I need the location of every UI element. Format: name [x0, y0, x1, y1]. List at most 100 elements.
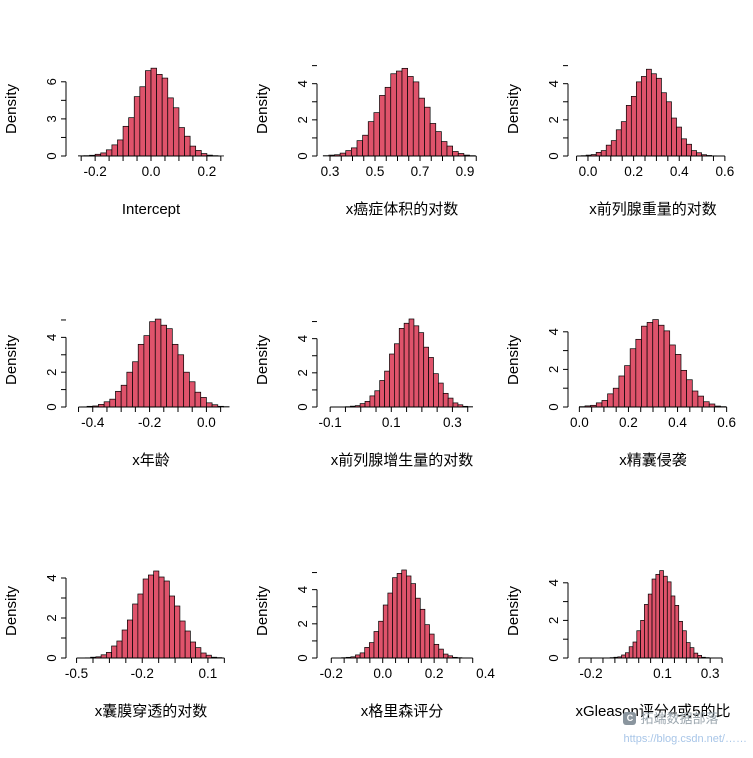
histogram-bar [164, 581, 169, 658]
x-tick-label: -0.1 [319, 415, 342, 430]
histogram-bar [636, 339, 642, 407]
histogram-bar [616, 130, 621, 156]
histogram-bar [155, 319, 161, 407]
histogram-bar [402, 570, 407, 658]
histogram-bar [433, 374, 438, 407]
histogram-bar [144, 336, 150, 407]
histogram-bar [190, 642, 195, 658]
histogram-bar [606, 145, 611, 156]
y-tick-label: 2 [295, 116, 310, 123]
histogram-bar [157, 74, 163, 156]
histogram-bar [206, 403, 212, 407]
histogram-bar [656, 574, 660, 658]
histogram-bar [694, 653, 698, 658]
y-tick-label: 0 [44, 152, 59, 159]
histogram-bar [190, 146, 196, 156]
histogram-bar [151, 68, 157, 156]
histogram-bar [179, 128, 185, 156]
histogram-bar [375, 391, 380, 407]
histogram-bar [420, 609, 425, 658]
histogram-bar [379, 621, 384, 658]
y-tick-label: 2 [295, 620, 310, 627]
histogram-bar [133, 604, 138, 658]
y-tick-label: 3 [44, 115, 59, 122]
y-axis-title: Density [505, 585, 522, 636]
histogram-bar [453, 403, 458, 407]
histogram-bar [189, 382, 195, 407]
x-tick-label: 0.0 [570, 415, 589, 430]
histogram-bar [687, 144, 692, 156]
histogram-bar [196, 648, 201, 658]
histogram-bar [438, 383, 443, 407]
histogram-bar [138, 594, 143, 658]
y-tick-label: 4 [546, 80, 561, 87]
histogram-bar [647, 322, 653, 407]
x-tick-label: 0.2 [197, 164, 216, 179]
histogram-bar [374, 632, 379, 658]
histogram-bar [389, 354, 394, 407]
histogram-bar [380, 95, 386, 156]
y-tick-label: 0 [295, 403, 310, 410]
y-axis-title: Density [254, 585, 271, 636]
x-tick-label: 0.2 [624, 164, 643, 179]
histogram-bar [357, 141, 363, 156]
y-tick-label: 2 [546, 366, 561, 373]
histogram-bar [408, 76, 414, 156]
histogram-bar [175, 606, 180, 658]
histogram-bar [625, 653, 629, 658]
y-axis-title: Density [3, 83, 20, 134]
x-axis-title: x囊膜穿透的对数 [95, 703, 208, 720]
y-tick-label: 0 [546, 152, 561, 159]
histogram-bar [178, 355, 184, 407]
histogram-bar [391, 74, 397, 156]
histogram-bar [429, 357, 434, 407]
x-tick-label: 0.4 [670, 164, 689, 179]
histogram-bar [704, 402, 710, 407]
histogram-bar [143, 579, 148, 658]
x-axis-title: x前列腺重量的对数 [589, 201, 717, 218]
histogram-bar [681, 370, 687, 407]
histogram-bar [692, 391, 698, 407]
histogram-bar [380, 381, 385, 407]
histogram-bar [441, 142, 447, 156]
x-axis-title: Intercept [122, 201, 181, 218]
histogram-bar [430, 634, 435, 658]
histogram-bar [351, 148, 357, 156]
y-tick-label: 2 [546, 116, 561, 123]
y-tick-label: 0 [295, 152, 310, 159]
histogram-bar [656, 78, 661, 156]
histogram-bar [184, 372, 190, 407]
y-tick-label: 4 [546, 328, 561, 335]
histogram-bar [168, 98, 174, 156]
histogram-bar [127, 372, 133, 407]
histogram-bar [385, 87, 391, 156]
y-tick-label: 6 [44, 78, 59, 85]
histogram-bar [112, 646, 117, 658]
histogram-bar [667, 582, 671, 658]
y-tick-label: 0 [295, 654, 310, 661]
x-tick-label: 0.0 [579, 164, 598, 179]
histogram-bar [666, 102, 671, 156]
histogram-bar [133, 362, 139, 407]
x-tick-label: 0.2 [425, 666, 444, 681]
histogram-bar [596, 152, 601, 156]
histogram-bar [172, 344, 178, 407]
histogram-bar [374, 113, 380, 156]
histogram-bar [399, 328, 404, 407]
histogram-bar [683, 631, 687, 658]
histogram-bar [413, 82, 419, 156]
histogram-bar [154, 571, 159, 658]
x-tick-label: 0.0 [142, 164, 161, 179]
y-tick-label: 0 [44, 403, 59, 410]
y-axis-title: Density [505, 334, 522, 385]
y-tick-label: 2 [44, 614, 59, 621]
y-tick-label: 0 [44, 654, 59, 661]
histogram-bar [365, 401, 370, 407]
